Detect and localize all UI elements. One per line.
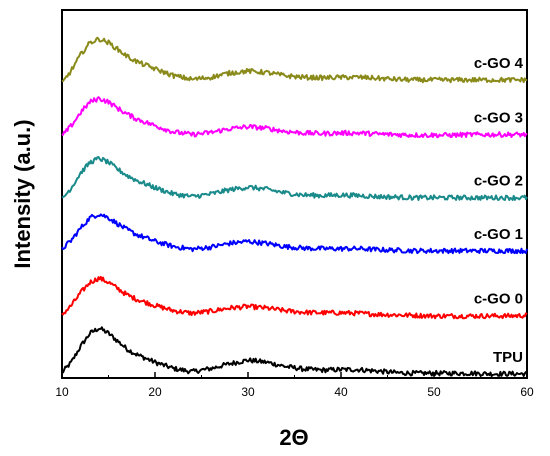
series-line-c-go-3 — [61, 96, 528, 139]
y-axis-title: Intensity (a.u.) — [10, 119, 35, 268]
x-tick-label: 30 — [241, 385, 255, 399]
x-axis-title: 2Θ — [279, 425, 308, 450]
series-label: c-GO 4 — [474, 55, 524, 72]
series-label: c-GO 3 — [474, 110, 523, 127]
series-line-c-go-0 — [61, 275, 528, 320]
series-line-c-go-4 — [61, 36, 528, 84]
series-label: TPU — [493, 349, 523, 366]
series-label: c-GO 0 — [474, 290, 523, 307]
x-tick-label: 50 — [427, 385, 441, 399]
series-line-tpu — [61, 326, 528, 378]
x-tick-label: 40 — [334, 385, 348, 399]
x-tick-label: 60 — [520, 385, 534, 399]
x-axis: 10 20 30 40 50 60 — [55, 372, 534, 399]
series-line-c-go-1 — [61, 213, 528, 255]
series-line-c-go-2 — [61, 156, 528, 201]
series-layer — [61, 36, 528, 378]
series-label: c-GO 2 — [474, 173, 523, 190]
x-tick-label: 20 — [148, 385, 162, 399]
x-tick-label: 10 — [55, 385, 69, 399]
series-label: c-GO 1 — [474, 226, 523, 243]
series-labels: TPU c-GO 0 c-GO 1 c-GO 2 c-GO 3 c-GO 4 — [474, 55, 524, 366]
